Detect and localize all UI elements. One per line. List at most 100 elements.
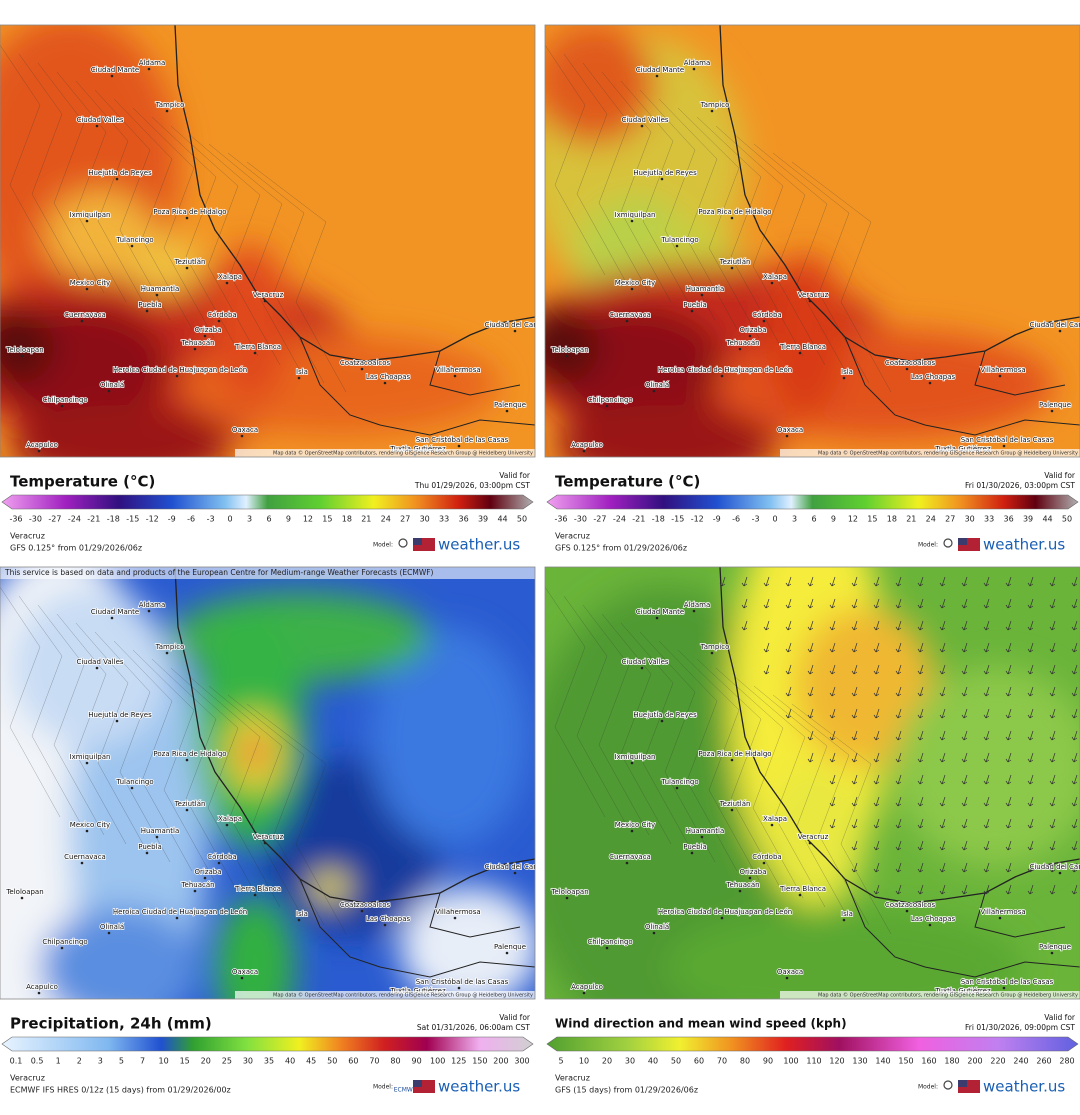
colorbar-label: -3 [752, 515, 760, 524]
place-dot [808, 841, 812, 845]
place-dot [748, 334, 752, 338]
wind-arrow [939, 840, 946, 851]
place-dot [95, 666, 99, 670]
wind-arrow [1005, 642, 1012, 653]
wind-arrow [895, 862, 902, 873]
place-label: Chilpancingo [42, 938, 87, 946]
place-dot [115, 177, 119, 181]
place-dot [331, 1012, 334, 1015]
admin-line [677, 649, 760, 881]
wind-arrow [961, 686, 968, 697]
place-label: Miahuatlán de Porfirio Díaz [198, 1003, 293, 1011]
colorbar-label: -3 [207, 515, 215, 524]
model-logo [943, 538, 953, 548]
wind-arrow [961, 576, 968, 587]
wind-arrow [1049, 774, 1056, 785]
model-logo: ECMWF [394, 1087, 417, 1094]
colorbar-label: 40 [285, 1057, 295, 1066]
wind-arrow [719, 576, 726, 587]
place-label: Ciudad Valles [76, 658, 123, 666]
colorbar-label: 25 [222, 1057, 232, 1066]
place-dot [85, 287, 89, 291]
place-label: Juchitán de Zaragoza [842, 1003, 917, 1011]
admin-line [151, 658, 237, 890]
place-dot [513, 871, 517, 875]
place-dot [762, 319, 766, 323]
field [545, 567, 1080, 999]
wind-arrow [1049, 752, 1056, 763]
place-label: Xalapa [218, 273, 242, 281]
wind-arrow [873, 862, 880, 873]
wind-arrow [983, 642, 990, 653]
wind-arrow [961, 840, 968, 851]
wind-arrow [917, 642, 924, 653]
place-label: Huamantla [686, 827, 725, 835]
place-dot [263, 299, 267, 303]
place-label: Ciudad Valles [76, 116, 123, 124]
colorbar-label: 60 [694, 1057, 704, 1066]
brand: weather.us [438, 1078, 520, 1096]
place-label: Cuernavaca [609, 853, 651, 861]
field-blob [545, 305, 600, 385]
wind-arrow [917, 774, 924, 785]
wind-arrow [1049, 708, 1056, 719]
place-label: Ixmiquilpan [615, 211, 656, 219]
colorbar-label: 9 [831, 515, 836, 524]
wind-arrow [939, 664, 946, 675]
place-dot [675, 244, 679, 248]
flag-canton [958, 1080, 967, 1087]
place-label: Tierra Blanca [779, 885, 826, 893]
wind-arrow [829, 598, 836, 609]
admin-line [56, 71, 127, 303]
place-label: Oaxaca [777, 426, 803, 434]
wind-arrow [917, 620, 924, 631]
wind-arrow [983, 620, 990, 631]
field-blob [10, 405, 230, 457]
colorbar-label: 60 [348, 1057, 358, 1066]
place-dot [692, 609, 696, 613]
wind-arrow [1027, 818, 1034, 829]
place-dot [675, 786, 679, 790]
place-dot [110, 74, 114, 78]
wind-arrow [1071, 686, 1078, 697]
model-label: Model: [373, 542, 393, 549]
wind-arrow [763, 664, 770, 675]
admin-line [56, 613, 127, 845]
place-label: Tampico [155, 101, 185, 109]
wind-arrow [939, 796, 946, 807]
place-label: Heroica Ciudad de Huajuapan de León [113, 366, 247, 374]
place-label: Cuajinicuilapa [648, 461, 697, 469]
location: Veracruz [555, 1074, 590, 1083]
place-label: Ixmiquilpan [70, 211, 111, 219]
wind-arrow [1049, 730, 1056, 741]
wind-arrow [983, 752, 990, 763]
place-dot [762, 861, 766, 865]
place-dot [660, 719, 664, 723]
colorbar-label: 70 [369, 1057, 379, 1066]
admin-line [791, 703, 892, 935]
place-dot [297, 918, 301, 922]
model-logo [943, 1080, 953, 1090]
colorbar-label: 0 [773, 515, 778, 524]
admin-line [582, 604, 650, 836]
wind-arrow [917, 796, 924, 807]
place-label: Oaxaca [232, 426, 258, 434]
place-dot [453, 374, 457, 378]
wind-arrow [1049, 686, 1056, 697]
place-label: Cuernavaca [64, 853, 106, 861]
admin-line [189, 134, 281, 366]
place-dot [80, 319, 84, 323]
wind-arrow [873, 818, 880, 829]
colorbar-label: 15 [180, 1057, 190, 1066]
place-label: Córdoba [752, 311, 781, 319]
colorbar-label: 180 [944, 1057, 959, 1066]
place-label: Xalapa [218, 815, 242, 823]
place-dot [710, 651, 714, 655]
place-dot [1050, 409, 1054, 413]
place-label: Olinalá [100, 923, 124, 931]
wind-arrow [895, 752, 902, 763]
wind-arrow [807, 598, 814, 609]
wind-arrow [939, 818, 946, 829]
colorbar-label: 21 [361, 515, 371, 524]
wind-arrow [1049, 664, 1056, 675]
